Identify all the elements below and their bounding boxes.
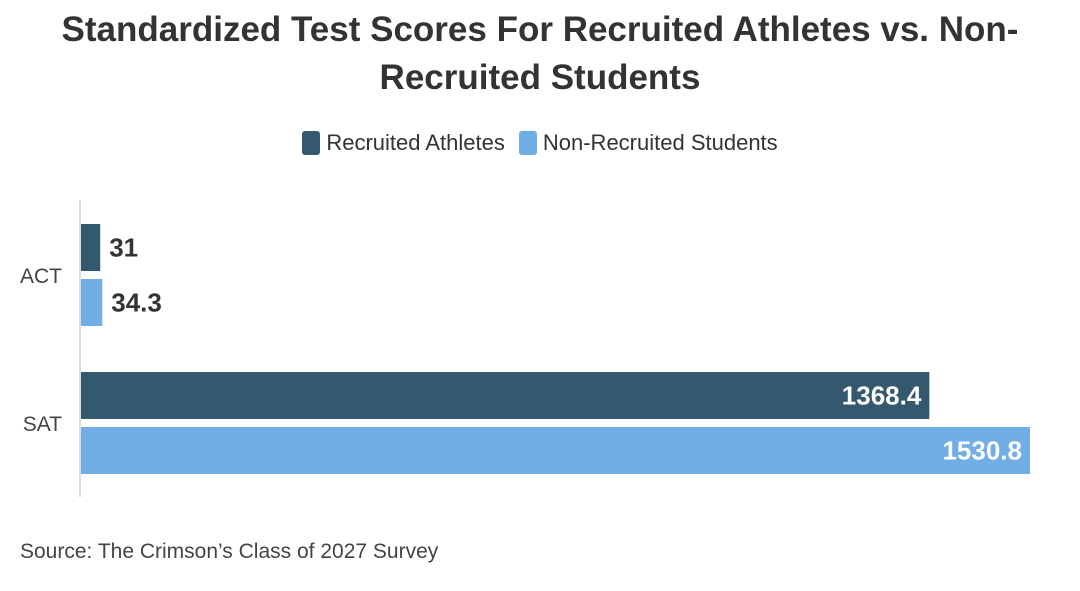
chart-title-line-2: Recruited Students bbox=[379, 58, 701, 97]
chart-title: Standardized Test Scores For Recruited A… bbox=[0, 6, 1080, 102]
source-note: Source: The Crimson’s Class of 2027 Surv… bbox=[20, 540, 439, 563]
chart-title-line-1: Standardized Test Scores For Recruited A… bbox=[61, 10, 1019, 49]
bars: 31 1368.4 34.3 1530.8 bbox=[81, 224, 1030, 474]
legend-swatch-non-recruited-students bbox=[518, 131, 537, 155]
category-label-act: ACT bbox=[20, 265, 62, 288]
data-label-sat-series-0: 1368.4 bbox=[842, 381, 922, 411]
legend-label-non-recruited-students: Non-Recruited Students bbox=[542, 130, 778, 155]
bar-sat-series-1[interactable] bbox=[81, 427, 1030, 474]
bar-act-series-1[interactable] bbox=[81, 279, 103, 326]
bar-sat-series-0[interactable] bbox=[81, 372, 930, 419]
legend-item-non-recruited-students[interactable]: Non-Recruited Students bbox=[518, 130, 778, 156]
category-label-sat: SAT bbox=[23, 413, 62, 436]
legend-swatch-recruited-athletes bbox=[302, 131, 321, 155]
chart-legend: Recruited Athletes Non-Recruited Student… bbox=[0, 130, 1080, 156]
category-labels: ACT SAT bbox=[20, 265, 62, 436]
data-label-act-series-0: 31 bbox=[109, 233, 138, 263]
legend-item-recruited-athletes[interactable]: Recruited Athletes bbox=[302, 130, 505, 156]
data-label-sat-series-1: 1530.8 bbox=[942, 436, 1022, 466]
legend-label-recruited-athletes: Recruited Athletes bbox=[326, 130, 505, 155]
data-label-act-series-1: 34.3 bbox=[111, 288, 162, 318]
bar-act-series-0[interactable] bbox=[81, 224, 101, 271]
